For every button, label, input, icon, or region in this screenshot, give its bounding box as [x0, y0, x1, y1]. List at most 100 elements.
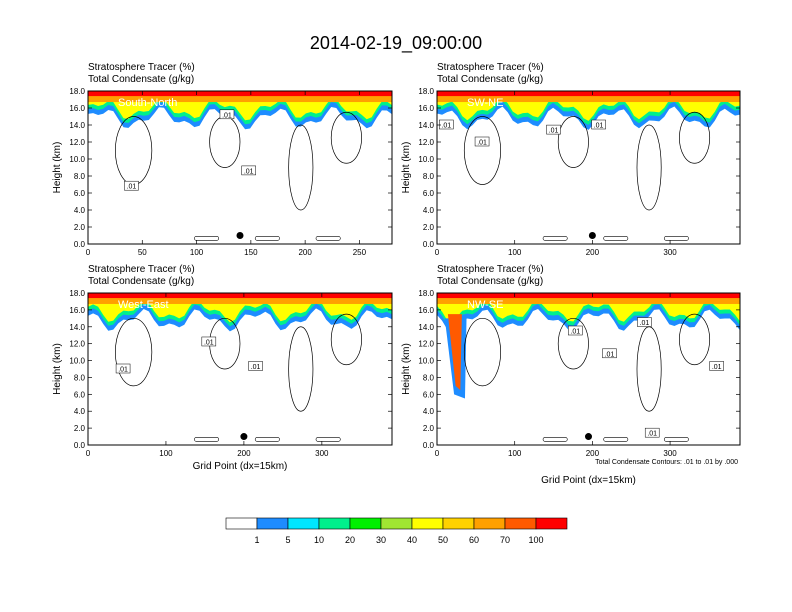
y-axis-label: Height (km)	[401, 142, 412, 194]
panel-title-tracer: Stratosphere Tracer (%)	[88, 62, 195, 73]
contour-note: Total Condensate Contours: .01 to .01 by…	[595, 459, 738, 466]
y-tick-label: 8.0	[74, 373, 86, 382]
condensate-contour	[557, 317, 589, 370]
contour-label-box	[115, 363, 131, 374]
y-tick-label: 8.0	[74, 172, 86, 181]
plot-frame	[87, 90, 393, 245]
y-tick-label: 12.0	[69, 138, 85, 147]
contour-label: .01	[118, 367, 128, 374]
y-axis-label: Height (km)	[52, 142, 63, 194]
y-tick-label: 18.0	[418, 289, 434, 298]
colorbar-label: 70	[500, 535, 510, 545]
contour-label-box	[546, 124, 561, 135]
plot-frame	[87, 292, 393, 446]
y-tick-label: 10.0	[69, 155, 85, 164]
tracer-band-70	[88, 293, 392, 304]
tracer-band-70	[437, 293, 740, 304]
plot-frame	[436, 292, 741, 446]
x-tick-label: 300	[315, 449, 329, 458]
y-tick-label: 0.0	[74, 441, 86, 450]
contour-label: .01	[127, 184, 137, 191]
panel-title-tracer: Stratosphere Tracer (%)	[437, 264, 544, 275]
y-tick-label: 8.0	[423, 373, 435, 382]
contour-label: .01	[204, 339, 214, 346]
colorbar-swatch	[442, 517, 475, 530]
colorbar-label: 50	[438, 535, 448, 545]
y-tick-label: 14.0	[69, 121, 85, 130]
colorbar-label: 5	[285, 535, 290, 545]
plot-area: .01 .01 .01 .01	[437, 91, 740, 244]
contour-label: .01	[594, 123, 604, 130]
surface-contour	[663, 236, 689, 241]
contour-label-box	[637, 317, 652, 327]
contour-label-box	[201, 336, 217, 347]
condensate-contour	[463, 317, 501, 387]
panel-label: NW-SE	[467, 299, 503, 311]
surface-contour	[315, 236, 341, 241]
condensate-contour	[636, 124, 662, 211]
colorbar-label: 60	[469, 535, 479, 545]
contour-label: .01	[549, 128, 559, 135]
x-tick-label: 0	[435, 449, 440, 458]
y-tick-label: 2.0	[423, 223, 435, 232]
x-tick-label: 100	[508, 449, 522, 458]
y-axis-label: Height (km)	[401, 343, 412, 395]
y-tick-label: 0.0	[74, 240, 86, 249]
panel-title-condensate: Total Condensate (g/kg)	[88, 74, 194, 85]
x-axis-label: Grid Point (dx=15km)	[541, 475, 636, 486]
y-tick-label: 4.0	[423, 206, 435, 215]
condensate-contour	[330, 313, 362, 366]
y-tick-label: 10.0	[418, 357, 434, 366]
x-tick-label: 200	[298, 248, 312, 257]
contour-label: .01	[244, 168, 254, 175]
contour-label-box	[124, 180, 139, 191]
colorbar-swatch	[256, 517, 289, 530]
y-tick-label: 18.0	[69, 289, 85, 298]
surface-contour	[663, 437, 689, 442]
condensate-contour	[679, 313, 711, 366]
contour-label-box	[602, 348, 617, 359]
colorbar-swatch	[225, 517, 258, 530]
y-tick-label: 10.0	[418, 155, 434, 164]
x-axis-label: Grid Point (dx=15km)	[193, 461, 288, 472]
tracer-band-100	[88, 293, 392, 299]
surface-contour	[194, 437, 220, 442]
panel-title-tracer: Stratosphere Tracer (%)	[88, 264, 195, 275]
y-tick-label: 12.0	[418, 138, 434, 147]
panel-label: West-East	[118, 299, 169, 311]
y-tick-label: 16.0	[69, 306, 85, 315]
x-tick-label: 250	[353, 248, 367, 257]
panel-label: SW-NE	[467, 97, 503, 109]
panels: Stratosphere Tracer (%)Total Condensate …	[52, 62, 741, 486]
condensate-contour	[679, 111, 711, 164]
x-tick-label: 300	[663, 449, 677, 458]
colorbar-label: 30	[376, 535, 386, 545]
y-tick-label: 2.0	[74, 424, 86, 433]
y-tick-label: 16.0	[418, 104, 434, 113]
panel-sw-ne: Stratosphere Tracer (%)Total Condensate …	[401, 62, 741, 257]
location-marker	[240, 433, 248, 441]
contour-label-box	[248, 361, 263, 371]
contour-label: .01	[251, 364, 261, 371]
x-tick-label: 0	[435, 248, 440, 257]
contour-label-box	[439, 119, 454, 130]
y-tick-label: 4.0	[74, 407, 86, 416]
x-tick-label: 100	[508, 248, 522, 257]
x-tick-label: 300	[663, 248, 677, 257]
condensate-contour	[288, 326, 314, 412]
colorbar-swatch	[287, 517, 320, 530]
x-tick-label: 200	[586, 248, 600, 257]
x-tick-label: 100	[159, 449, 173, 458]
tracer-band-100	[88, 91, 392, 97]
y-tick-label: 0.0	[423, 441, 435, 450]
surface-contour	[194, 236, 220, 241]
colorbar-label: 10	[314, 535, 324, 545]
location-marker	[588, 232, 596, 239]
colorbar-swatch	[380, 517, 413, 530]
x-tick-label: 0	[86, 449, 91, 458]
surface-contour	[254, 437, 280, 442]
colorbar-swatch	[473, 517, 506, 530]
colorbar-swatch	[349, 517, 382, 530]
colorbar: 1 5 10 20 30 40 50 60 70 100	[225, 517, 568, 545]
surface-contour	[315, 437, 341, 442]
